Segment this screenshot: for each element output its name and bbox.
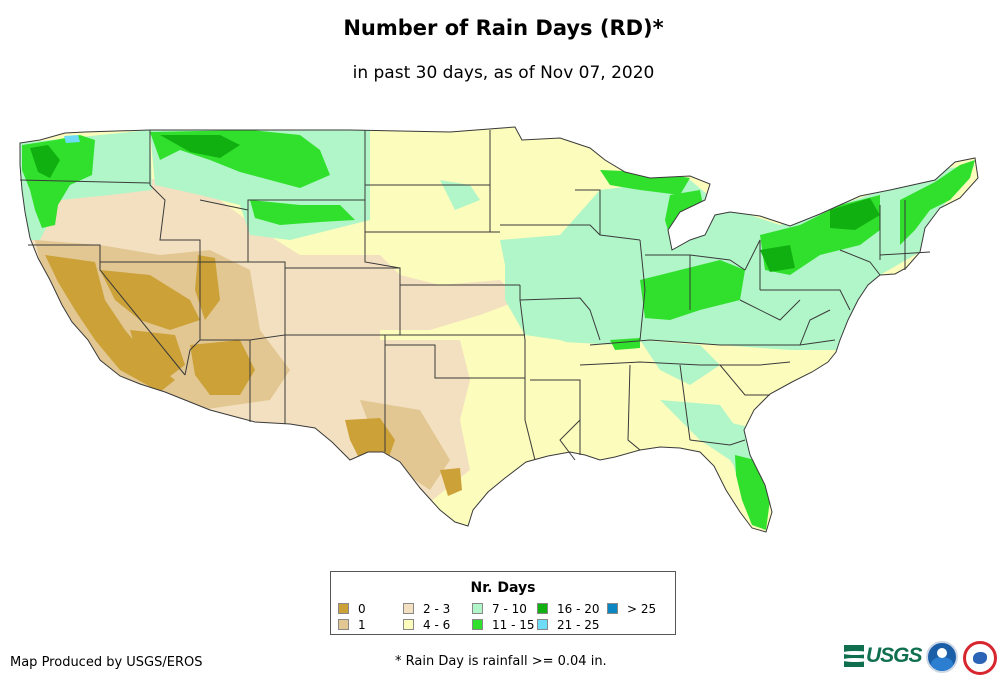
usgs-logo-text: USGS xyxy=(866,644,923,667)
map-credit: Map Produced by USGS/EROS xyxy=(10,655,203,670)
rain-day-footnote: * Rain Day is rainfall >= 0.04 in. xyxy=(395,654,607,669)
legend-swatch-4 xyxy=(472,603,483,614)
legend-swatch-0 xyxy=(338,603,349,614)
legend-item-3: 4 - 6 xyxy=(403,619,450,631)
legend-item-1: 1 xyxy=(338,619,366,631)
legend-title: Nr. Days xyxy=(470,580,536,596)
legend-item-6: 16 - 20 xyxy=(537,603,600,615)
legend: Nr. Days 0 1 2 - 3 4 - 6 7 - 10 11 - 15 … xyxy=(330,571,676,635)
legend-label-0: 0 xyxy=(358,602,366,616)
legend-item-5: 11 - 15 xyxy=(472,619,535,631)
legend-label-7: 21 - 25 xyxy=(557,618,600,632)
legend-item-4: 7 - 10 xyxy=(472,603,527,615)
legend-swatch-5 xyxy=(472,619,483,630)
usgs-logo: USGS xyxy=(844,642,923,670)
legend-swatch-3 xyxy=(403,619,414,630)
legend-swatch-6 xyxy=(537,603,548,614)
legend-item-8: > 25 xyxy=(607,603,656,615)
state-borders xyxy=(19,126,979,533)
usgs-wave-icon xyxy=(844,645,864,667)
map-subtitle: in past 30 days, as of Nov 07, 2020 xyxy=(352,63,655,83)
nws-logo-icon xyxy=(963,641,997,675)
legend-label-1: 1 xyxy=(358,618,366,632)
legend-label-5: 11 - 15 xyxy=(492,618,535,632)
legend-swatch-7 xyxy=(537,619,548,630)
map-title: Number of Rain Days (RD)* xyxy=(343,16,664,40)
legend-label-8: > 25 xyxy=(627,602,657,616)
legend-swatch-8 xyxy=(607,603,618,614)
legend-swatch-2 xyxy=(403,603,414,614)
legend-label-3: 4 - 6 xyxy=(423,618,451,632)
noaa-logo-icon xyxy=(926,641,958,673)
legend-item-7: 21 - 25 xyxy=(537,619,600,631)
legend-item-2: 2 - 3 xyxy=(403,603,450,615)
legend-swatch-1 xyxy=(338,619,349,630)
legend-label-4: 7 - 10 xyxy=(492,602,527,616)
legend-label-2: 2 - 3 xyxy=(423,602,451,616)
legend-item-0: 0 xyxy=(338,603,366,615)
legend-label-6: 16 - 20 xyxy=(557,602,600,616)
